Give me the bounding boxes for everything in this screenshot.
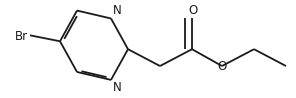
Text: N: N: [112, 81, 121, 94]
Text: O: O: [217, 59, 227, 73]
Text: O: O: [189, 4, 198, 17]
Text: Br: Br: [15, 30, 28, 43]
Text: N: N: [112, 4, 121, 17]
